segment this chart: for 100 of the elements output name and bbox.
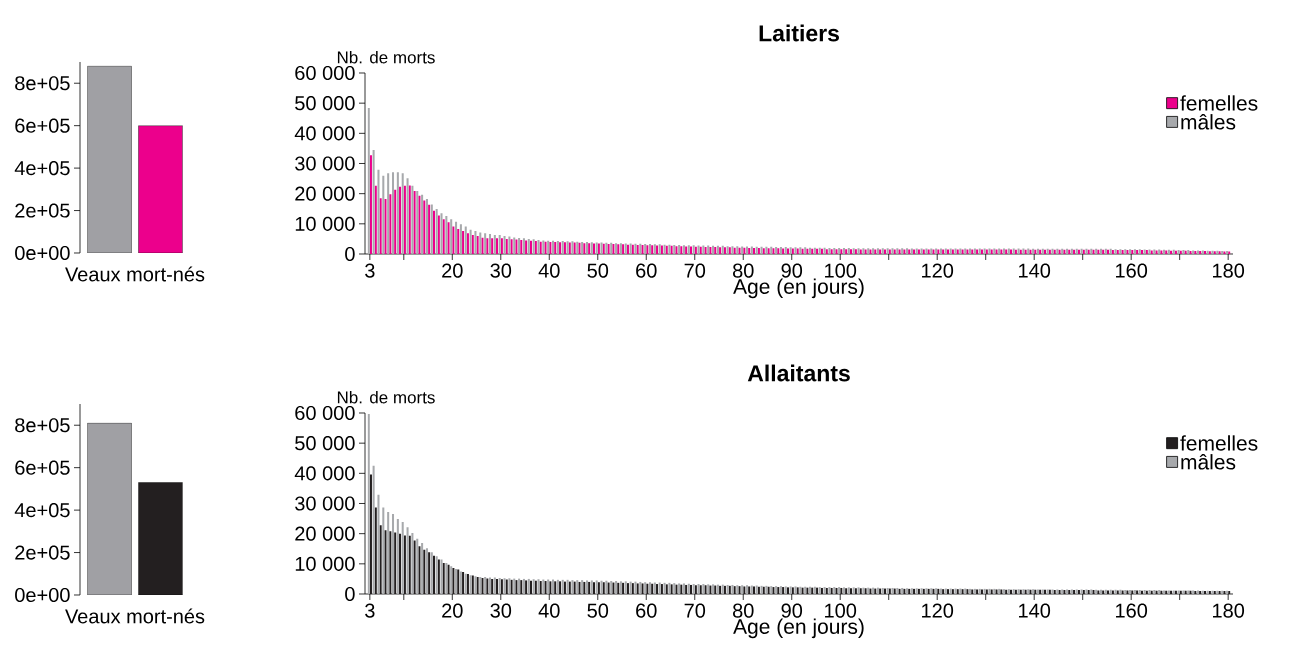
- x-tick-label: 60: [636, 263, 657, 278]
- x-tick-label: 120: [922, 263, 954, 278]
- x-tick-label: 160: [1116, 263, 1148, 278]
- bar: [384, 199, 387, 254]
- bar: [379, 198, 382, 254]
- x-tick-label: 40: [538, 263, 560, 278]
- y-tick-label: 8e+05: [15, 418, 70, 433]
- y-axis-title: Nb. de morts: [337, 390, 435, 404]
- y-tick-label: 20 000: [295, 526, 355, 541]
- y-tick-label: 10 000: [295, 556, 355, 571]
- bar: [401, 521, 404, 594]
- x-tick-label: 70: [684, 603, 706, 618]
- bar: [452, 226, 455, 254]
- bar: [462, 231, 465, 254]
- bar: [469, 229, 472, 254]
- legend-label: mâles: [1181, 454, 1236, 470]
- x-tick-label: Veaux mort-nés: [65, 266, 205, 282]
- bar: [399, 186, 402, 254]
- x-tick-label: 90: [781, 263, 803, 278]
- y-tick-label: 60 000: [295, 405, 355, 421]
- bar: [474, 231, 477, 254]
- x-tick-label: 80: [732, 603, 754, 618]
- y-tick-label: 6e+05: [15, 460, 70, 475]
- legend-label: femelles: [1180, 435, 1258, 451]
- bar: [493, 234, 496, 254]
- bar: [498, 234, 501, 254]
- bar: [374, 507, 377, 594]
- bar: [486, 238, 489, 254]
- y-tick-label: 50 000: [295, 436, 355, 451]
- y-tick-label: 4e+05: [14, 503, 70, 518]
- x-tick-label: 50: [587, 603, 609, 618]
- bar: [403, 185, 406, 254]
- bar: [406, 527, 409, 594]
- x-tick-label: 100: [825, 603, 857, 618]
- x-tick-label: 160: [1116, 603, 1148, 618]
- x-tick-label: 30: [490, 603, 512, 618]
- bar: [401, 173, 404, 254]
- bar: [387, 511, 390, 594]
- y-tick-label: 40 000: [294, 466, 355, 481]
- bar: [389, 194, 392, 254]
- y-tick-label: 0e+00: [15, 245, 70, 261]
- bar: [391, 172, 395, 254]
- bar: [384, 530, 387, 594]
- bar: [374, 185, 377, 254]
- y-tick-label: 2e+05: [15, 545, 70, 560]
- bar: [406, 178, 409, 254]
- chart-title: Allaitants: [747, 364, 850, 382]
- x-tick-label: 180: [1213, 263, 1245, 278]
- y-tick-label: 4e+05: [14, 161, 70, 176]
- y-tick-label: 50 000: [295, 96, 355, 111]
- x-tick-label: 3: [365, 263, 375, 278]
- legend-label: mâles: [1181, 114, 1236, 130]
- bar: [372, 149, 375, 254]
- bar: [481, 237, 484, 254]
- x-tick-label: 140: [1019, 263, 1051, 278]
- y-tick-label: 8e+05: [15, 76, 70, 91]
- bar: [466, 233, 469, 254]
- x-tick-label: 30: [490, 263, 512, 278]
- bar: [464, 226, 467, 254]
- bar: [372, 465, 375, 594]
- y-tick-label: 30 000: [295, 496, 355, 511]
- bar: [367, 107, 370, 254]
- y-tick-label: 0: [345, 586, 355, 602]
- bar: [389, 531, 392, 594]
- x-tick-label: 100: [825, 263, 857, 278]
- y-tick-label: 0: [345, 246, 355, 262]
- bar: [387, 173, 390, 254]
- bar: [396, 172, 399, 254]
- bar: [391, 514, 395, 594]
- bar: [488, 234, 492, 254]
- bar: [445, 215, 448, 254]
- bar: [369, 474, 372, 594]
- legend-label: femelles: [1180, 95, 1258, 111]
- bar: [377, 169, 380, 254]
- x-tick-label: 180: [1213, 603, 1245, 618]
- y-tick-label: 20 000: [295, 186, 355, 201]
- bar: [394, 532, 397, 594]
- x-tick-label: 70: [684, 263, 706, 278]
- x-tick-label: 80: [732, 263, 754, 278]
- bar: [382, 507, 385, 594]
- y-tick-label: 30 000: [295, 156, 355, 171]
- x-axis-title: Age (en jours): [733, 278, 864, 299]
- bar: [459, 224, 462, 254]
- bar: [396, 518, 399, 594]
- y-tick-label: 0e+00: [15, 587, 70, 603]
- y-tick-label: 10 000: [295, 216, 355, 231]
- bar: [379, 525, 382, 594]
- x-tick-label: Veaux mort-nés: [65, 608, 205, 624]
- y-tick-label: 60 000: [295, 65, 355, 81]
- x-axis-title: Age (en jours): [733, 618, 864, 639]
- y-tick-label: 40 000: [294, 126, 355, 141]
- bar: [457, 228, 460, 254]
- x-tick-label: 60: [636, 603, 657, 618]
- y-axis-title: Nb. de morts: [337, 50, 435, 64]
- bar: [399, 533, 402, 594]
- x-tick-label: 20: [442, 603, 463, 618]
- bar: [403, 535, 406, 594]
- bar: [455, 221, 458, 254]
- x-tick-label: 40: [538, 603, 560, 618]
- y-tick-label: 2e+05: [15, 203, 70, 218]
